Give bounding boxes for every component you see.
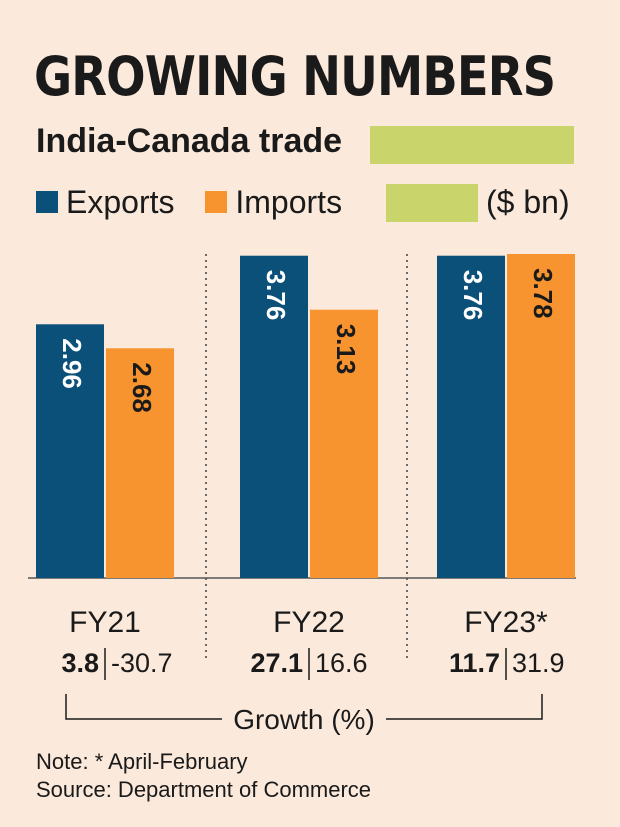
unit-label: ($ bn) — [486, 184, 570, 220]
growth-bracket-right — [386, 694, 543, 720]
growth-imports: 16.6 — [315, 648, 368, 678]
legend-swatch-exports — [36, 191, 58, 213]
notes: Note: * April-February Source: Departmen… — [36, 748, 371, 804]
bar-imports-FY21 — [106, 348, 174, 578]
bar-exports-FY22 — [240, 255, 308, 578]
category-label: FY21 — [69, 606, 141, 639]
growth-imports: 31.9 — [512, 648, 565, 678]
data-label-imports: 3.78 — [528, 268, 558, 319]
data-label-exports: 3.76 — [458, 270, 488, 321]
growth-label: Growth (%) — [233, 704, 375, 735]
bar-exports-FY23 — [437, 255, 505, 578]
legend-item-exports: Exports — [36, 182, 174, 222]
category-label: FY22 — [273, 606, 345, 639]
source-text: Source: Department of Commerce — [36, 777, 372, 802]
chart-subtitle: India-Canada trade — [36, 122, 343, 160]
legend-label-exports: Exports — [66, 184, 175, 220]
growth-exports: 3.8 — [61, 648, 99, 678]
bar-imports-FY23 — [507, 254, 575, 578]
note-text: Note: * April-February — [36, 749, 248, 774]
bar-exports-FY21 — [36, 324, 104, 578]
category-label: FY23* — [464, 606, 548, 639]
legend-label-imports: Imports — [235, 184, 343, 220]
bar-imports-FY22 — [310, 309, 378, 578]
growth-imports: -30.7 — [111, 648, 173, 678]
legend: Exports Imports — [36, 182, 364, 222]
highlight-block — [370, 126, 574, 164]
data-label-imports: 3.13 — [331, 324, 361, 375]
growth-exports: 27.1 — [250, 648, 303, 678]
chart-title: GROWING NUMBERS — [34, 45, 556, 108]
highlight-block — [386, 184, 478, 222]
data-label-exports: 2.96 — [57, 338, 87, 389]
legend-item-imports: Imports — [205, 182, 342, 222]
legend-swatch-imports — [205, 191, 228, 213]
data-label-imports: 2.68 — [127, 362, 157, 413]
growth-exports: 11.7 — [449, 648, 500, 678]
data-label-exports: 3.76 — [261, 270, 291, 321]
growth-bracket-left — [65, 694, 222, 720]
